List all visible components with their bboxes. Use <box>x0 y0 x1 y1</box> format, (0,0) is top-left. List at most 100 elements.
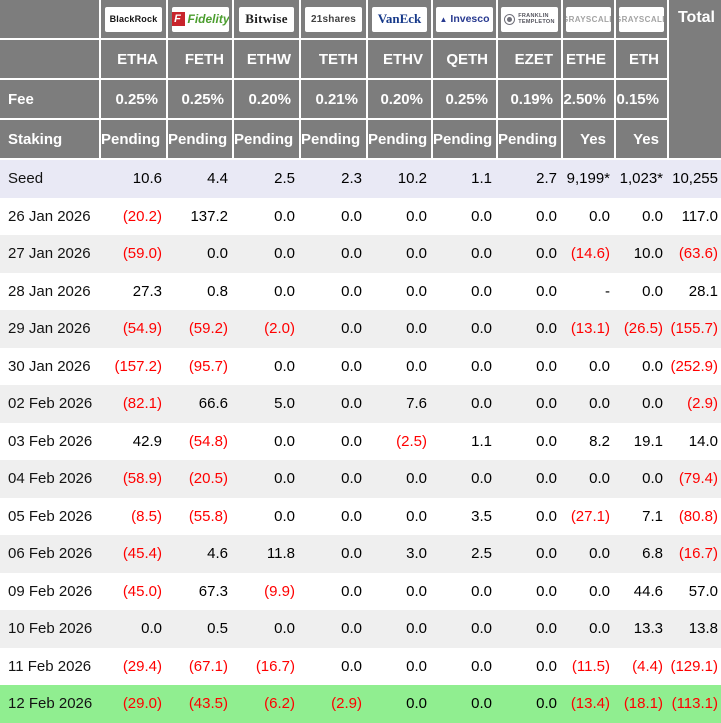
table-row: 30 Jan 2026 (157.2) (95.7) 0.0 0.0 0.0 0.0 0.0 0… <box>0 347 721 385</box>
ticker-cell: ETHV <box>366 38 433 80</box>
value-cell: 0.0 <box>406 507 427 525</box>
provider-column-header: VanEck <box>366 0 433 40</box>
value-cell: 1.1 <box>471 432 492 450</box>
value-cell: 0.0 <box>341 470 362 488</box>
fee-cell: 0.25% <box>166 78 234 120</box>
total-cell: 10,255 <box>672 170 718 188</box>
value-cell: 0.0 <box>341 582 362 600</box>
vaneck-logo: VanEck <box>371 6 428 32</box>
value-cell: 0.0 <box>274 245 295 263</box>
table-row: 05 Feb 2026 (8.5) (55.8) 0.0 0.0 0.0 3.5 0.0 (27… <box>0 497 721 535</box>
value-cell: 1,023* <box>619 170 663 188</box>
total-cell: 14.0 <box>688 432 718 450</box>
value-cell: 27.3 <box>132 282 162 300</box>
value-cell: 9,199* <box>566 170 610 188</box>
value-cell: 0.0 <box>536 545 557 563</box>
logo-text: Fidelity <box>187 12 229 26</box>
value-cell: 0.0 <box>536 320 557 338</box>
value-cell: (20.2) <box>122 207 162 225</box>
value-cell: 5.0 <box>274 395 295 413</box>
value-cell: 0.5 <box>207 620 228 638</box>
provider-column-header: Bitwise <box>232 0 301 40</box>
value-cell: 11.8 <box>266 545 295 563</box>
value-cell: 0.0 <box>341 657 362 675</box>
value-cell: 10.6 <box>132 170 162 188</box>
value-cell: 0.0 <box>642 282 663 300</box>
value-cell: 0.0 <box>341 245 362 263</box>
value-cell: (59.0) <box>122 245 162 263</box>
value-cell: 0.0 <box>536 357 557 375</box>
value-cell: (59.2) <box>188 320 228 338</box>
value-cell: 0.0 <box>341 207 362 225</box>
provider-column-header: GRAYSCALE <box>561 0 616 40</box>
value-cell: 10.2 <box>397 170 427 188</box>
staking-cell: Pending <box>99 118 168 160</box>
value-cell: 0.0 <box>536 207 557 225</box>
value-cell: 0.0 <box>589 207 610 225</box>
value-cell: 0.0 <box>141 620 162 638</box>
row-label-cell: 05 Feb 2026 <box>8 507 93 525</box>
value-cell: (2.0) <box>264 320 295 338</box>
value-cell: 0.0 <box>536 470 557 488</box>
value-cell: 7.1 <box>642 507 663 525</box>
provider-column-header: 21shares <box>299 0 368 40</box>
value-cell: 0.0 <box>471 320 492 338</box>
value-cell: 4.4 <box>207 170 228 188</box>
value-cell: 0.0 <box>536 695 557 713</box>
value-cell: 0.0 <box>471 357 492 375</box>
value-cell: (9.9) <box>264 582 295 600</box>
staking-cell: Pending <box>232 118 301 160</box>
value-cell: 0.0 <box>341 620 362 638</box>
value-cell: 0.0 <box>642 207 663 225</box>
value-cell: 0.8 <box>207 282 228 300</box>
row-label-cell: 10 Feb 2026 <box>8 620 93 638</box>
logo-text: GRAYSCALE <box>566 14 611 24</box>
row-label-cell: 02 Feb 2026 <box>8 395 93 413</box>
provider-column-header: ▲ Invesco <box>431 0 498 40</box>
total-cell: (155.7) <box>670 320 718 338</box>
value-cell: (67.1) <box>188 657 228 675</box>
franklin-seal-icon <box>504 13 516 25</box>
value-cell: - <box>605 282 610 300</box>
provider-column-header: FRANKLIN TEMPLETON <box>496 0 563 40</box>
table-row: 09 Feb 2026 (45.0) 67.3 (9.9) 0.0 0.0 0.0 0.0 0.… <box>0 572 721 610</box>
provider-logo-row: BlackRock F Fidelity Bitwise 21shares VanEck ▲… <box>0 0 721 160</box>
logo-text: Invesco <box>450 13 490 25</box>
ticker-row-label-cell <box>0 38 101 80</box>
fidelity-logo: F Fidelity <box>171 6 229 32</box>
value-cell: 137.2 <box>190 207 228 225</box>
value-cell: 0.0 <box>341 545 362 563</box>
value-cell: 0.0 <box>406 207 427 225</box>
row-label-cell: 12 Feb 2026 <box>8 695 93 713</box>
value-cell: (29.4) <box>122 657 162 675</box>
value-cell: 10.0 <box>633 245 663 263</box>
ticker-cell: QETH <box>431 38 498 80</box>
staking-cell: Pending <box>431 118 498 160</box>
fee-cell: 2.50% <box>561 78 616 120</box>
value-cell: 0.0 <box>536 432 557 450</box>
value-cell: 0.0 <box>536 395 557 413</box>
table-row: 04 Feb 2026 (58.9) (20.5) 0.0 0.0 0.0 0.0 0.0 0.… <box>0 460 721 498</box>
value-cell: 2.7 <box>536 170 557 188</box>
value-cell: 2.5 <box>471 545 492 563</box>
value-cell: (27.1) <box>570 507 610 525</box>
value-cell: 0.0 <box>471 470 492 488</box>
value-cell: (16.7) <box>255 657 295 675</box>
staking-row: Staking Pending Pending Pending Pending Pendi… <box>0 118 721 160</box>
table-header: BlackRock F Fidelity Bitwise 21shares VanEck ▲… <box>0 0 721 160</box>
staking-cell: Pending <box>299 118 368 160</box>
value-cell: (6.2) <box>264 695 295 713</box>
value-cell: 0.0 <box>341 432 362 450</box>
value-cell: 3.0 <box>406 545 427 563</box>
value-cell: 0.0 <box>471 620 492 638</box>
value-cell: (14.6) <box>570 245 610 263</box>
logo-text: VanEck <box>377 11 422 26</box>
row-label-cell: 11 Feb 2026 <box>8 657 92 675</box>
logo-text: BlackRock <box>109 14 158 24</box>
value-cell: 66.6 <box>198 395 228 413</box>
value-cell: 0.0 <box>274 507 295 525</box>
provider-column-header: GRAYSCALE <box>614 0 669 40</box>
table-row: 28 Jan 2026 27.3 0.8 0.0 0.0 0.0 0.0 0.0 - 0.0 28.… <box>0 272 721 310</box>
table-row: 12 Feb 2026 (29.0) (43.5) (6.2) (2.9) 0.0 0.0 0… <box>0 685 721 723</box>
